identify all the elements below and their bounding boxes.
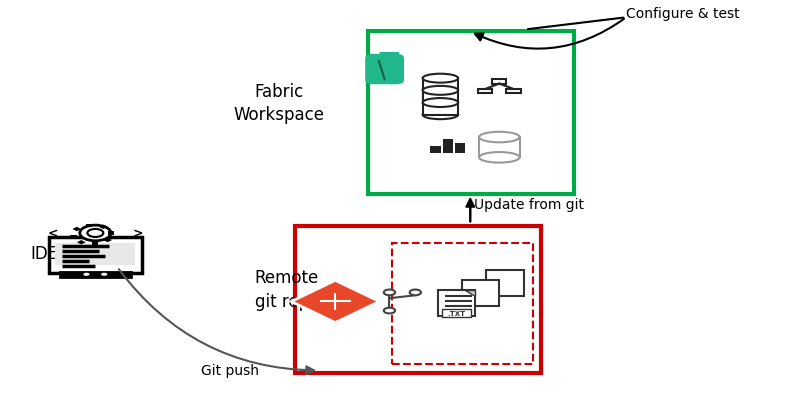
- Text: <: <: [48, 227, 58, 240]
- Polygon shape: [465, 291, 475, 296]
- Polygon shape: [291, 281, 380, 323]
- Bar: [479, 138, 520, 158]
- FancyBboxPatch shape: [60, 273, 131, 277]
- Text: F: F: [376, 51, 397, 82]
- Text: IDE: IDE: [31, 244, 58, 262]
- Bar: [492, 80, 507, 84]
- Bar: [507, 90, 520, 94]
- FancyBboxPatch shape: [462, 281, 499, 306]
- Ellipse shape: [423, 87, 458, 96]
- Bar: [70, 235, 77, 238]
- Bar: [455, 144, 465, 153]
- FancyBboxPatch shape: [48, 238, 142, 273]
- Bar: [73, 227, 82, 232]
- Circle shape: [384, 308, 395, 313]
- Ellipse shape: [423, 75, 458, 83]
- Ellipse shape: [423, 111, 458, 120]
- Bar: [431, 147, 440, 153]
- Ellipse shape: [479, 153, 520, 163]
- Text: .TXT: .TXT: [448, 310, 465, 316]
- Text: Remote
git repo: Remote git repo: [255, 269, 319, 310]
- Circle shape: [101, 273, 107, 276]
- Circle shape: [87, 229, 103, 237]
- Bar: [478, 90, 492, 94]
- FancyArrowPatch shape: [119, 269, 314, 374]
- Bar: [423, 91, 458, 103]
- Bar: [423, 103, 458, 115]
- Circle shape: [410, 290, 421, 296]
- Bar: [77, 241, 86, 245]
- FancyBboxPatch shape: [442, 309, 471, 317]
- Circle shape: [80, 226, 111, 241]
- Ellipse shape: [479, 132, 520, 143]
- Bar: [92, 243, 99, 246]
- Bar: [295, 227, 541, 373]
- FancyArrowPatch shape: [475, 20, 624, 49]
- FancyBboxPatch shape: [365, 55, 404, 85]
- Bar: [423, 79, 458, 91]
- Bar: [392, 243, 533, 364]
- Text: Update from git: Update from git: [474, 198, 584, 211]
- Text: Git push: Git push: [201, 364, 259, 377]
- Bar: [86, 224, 92, 227]
- Bar: [107, 232, 114, 235]
- FancyArrowPatch shape: [528, 19, 624, 30]
- Ellipse shape: [423, 99, 458, 108]
- Bar: [103, 238, 112, 243]
- Bar: [368, 32, 574, 194]
- Bar: [99, 225, 107, 229]
- Text: >: >: [133, 227, 143, 240]
- Circle shape: [83, 273, 90, 276]
- FancyBboxPatch shape: [55, 243, 135, 266]
- FancyBboxPatch shape: [438, 291, 475, 316]
- Bar: [443, 140, 453, 153]
- Text: Fabric
Workspace: Fabric Workspace: [234, 83, 324, 124]
- FancyBboxPatch shape: [486, 271, 524, 296]
- Text: Configure & test: Configure & test: [626, 7, 739, 21]
- Circle shape: [384, 290, 395, 296]
